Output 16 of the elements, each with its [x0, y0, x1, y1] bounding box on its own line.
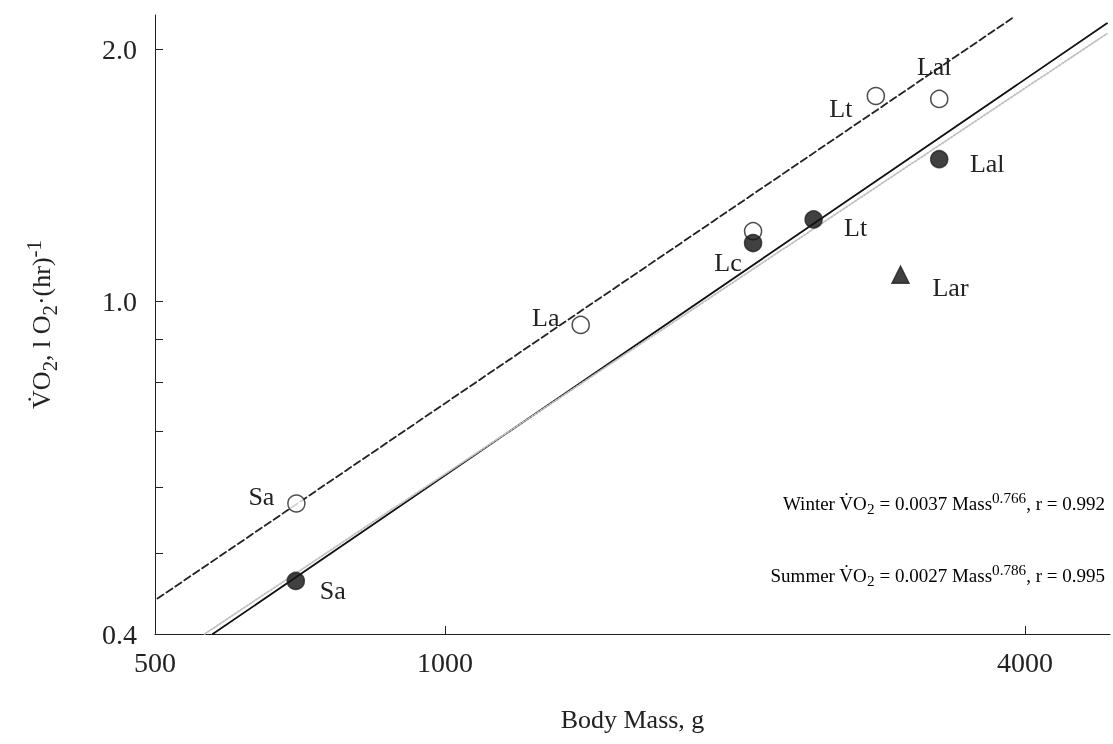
- y-tick-label: 1.0: [102, 285, 137, 317]
- annotation: Lal: [969, 148, 1005, 178]
- annotation: Lc: [714, 247, 742, 277]
- annotation: Lt: [829, 93, 854, 123]
- x-tick-label: 4000: [997, 646, 1054, 678]
- y-tick-label: 0.4: [102, 618, 137, 650]
- y-axis-title: V̇O2, l O2·(hr)-1: [22, 240, 61, 409]
- x-tick-label: 500: [134, 646, 176, 678]
- x-tick-label: 1000: [417, 646, 474, 678]
- annotation: La: [531, 303, 560, 333]
- x-axis-title: Body Mass, g: [560, 704, 705, 734]
- annotation: Sa: [319, 576, 347, 606]
- annotation: Sa: [248, 481, 275, 511]
- annotation: Lt: [844, 212, 868, 242]
- y-tick-label: 2.0: [102, 34, 137, 66]
- annotation: Lar: [932, 273, 969, 303]
